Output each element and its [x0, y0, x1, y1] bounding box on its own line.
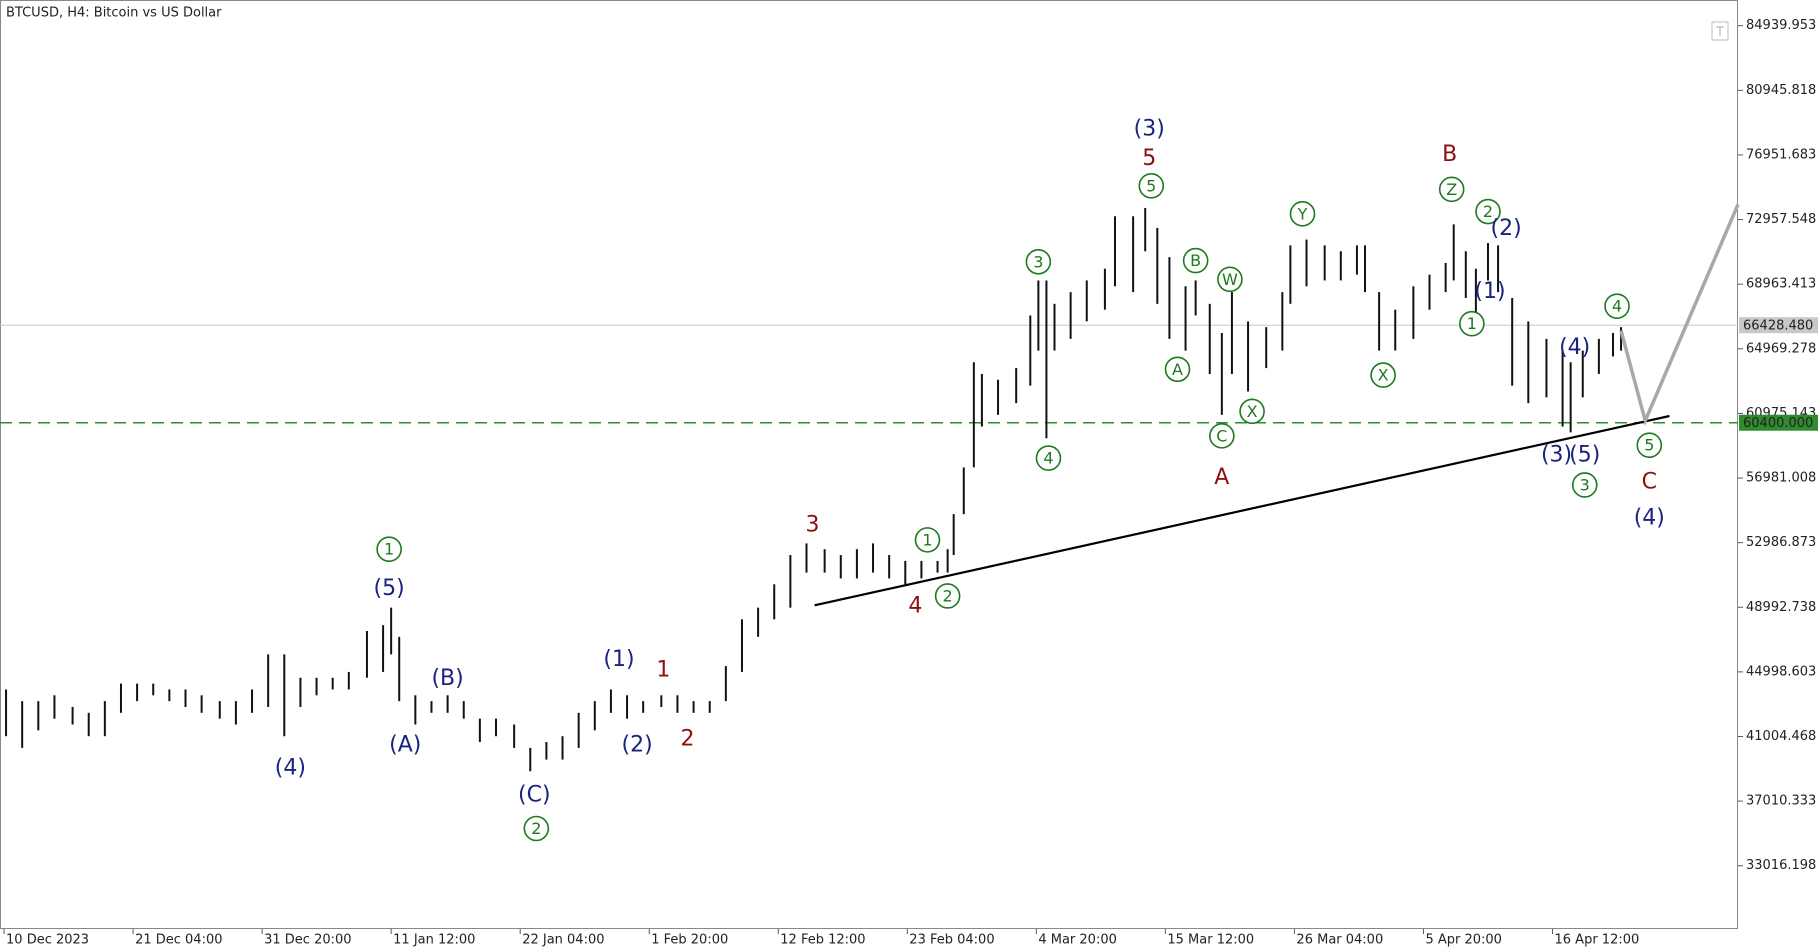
wave-label: 3 — [1580, 475, 1590, 494]
price-level-label: 60400.000 — [1743, 416, 1813, 431]
x-tick-label: 11 Jan 12:00 — [393, 933, 475, 948]
wave-label: X — [1378, 366, 1389, 385]
wave-label: 4 — [1612, 297, 1622, 316]
wave-circle — [1438, 176, 1465, 203]
wave-circle — [1217, 266, 1243, 293]
wave-label: 5 — [1142, 146, 1156, 171]
wave-circle — [1209, 423, 1235, 449]
x-tick-label: 4 Mar 20:00 — [1038, 933, 1117, 948]
wave-label: C — [1216, 426, 1227, 445]
wave-label: 4 — [1043, 449, 1053, 468]
y-tick-label: 48992.738 — [1746, 600, 1816, 615]
x-tick-label: 12 Feb 12:00 — [780, 933, 865, 948]
wave-label: 5 — [1146, 176, 1156, 195]
wave-circle — [1571, 472, 1598, 498]
wave-label: (1) — [603, 647, 634, 672]
wave-label: B — [1190, 251, 1201, 270]
y-tick-label: 33016.198 — [1746, 858, 1816, 873]
wave-circle — [1182, 247, 1209, 274]
wave-label: (3) — [1134, 117, 1165, 142]
wave-circle — [1035, 445, 1062, 471]
price-level-box — [1739, 317, 1818, 334]
wave-label: (A) — [389, 732, 421, 757]
chart-title: BTCUSD, H4: Bitcoin vs US Dollar — [6, 6, 222, 21]
wave-label: (B) — [431, 666, 463, 691]
y-tick-label: 56981.008 — [1746, 471, 1816, 486]
y-tick-label: 80945.818 — [1746, 83, 1816, 98]
wave-label: Y — [1297, 204, 1308, 223]
y-tick-label: 41004.468 — [1746, 729, 1816, 744]
wave-label: 1 — [384, 540, 394, 559]
wave-circle — [1239, 398, 1265, 425]
x-tick-label: 15 Mar 12:00 — [1167, 933, 1254, 948]
wave-label: 4 — [908, 593, 922, 618]
y-tick-label: 64969.278 — [1746, 341, 1816, 356]
y-tick-label: 52986.873 — [1746, 535, 1816, 550]
wave-label: 5 — [1644, 436, 1654, 455]
price-level-box — [1739, 414, 1818, 431]
wave-label: (4) — [275, 756, 306, 781]
wave-label: A — [1172, 360, 1183, 379]
wave-circle — [1604, 293, 1630, 319]
wave-circle — [1475, 198, 1501, 225]
wave-label: W — [1222, 270, 1238, 289]
wave-label: (1) — [1474, 279, 1505, 304]
wave-label: 2 — [531, 819, 541, 838]
wave-label: (2) — [1491, 216, 1522, 241]
x-tick-label: 21 Dec 04:00 — [135, 933, 222, 948]
wave-circle — [1025, 248, 1052, 275]
x-tick-label: 10 Dec 2023 — [6, 933, 89, 948]
wave-circle — [1459, 310, 1485, 337]
y-tick-label: 37010.333 — [1746, 794, 1816, 809]
x-tick-label: 16 Apr 12:00 — [1555, 933, 1640, 948]
y-tick-label: 76951.683 — [1746, 147, 1816, 162]
wave-circle — [1164, 356, 1191, 383]
projection-path — [1619, 203, 1740, 426]
wave-label: (C) — [518, 783, 551, 808]
wave-label: 2 — [1483, 202, 1493, 221]
wave-label: 2 — [943, 586, 953, 605]
wave-label: (4) — [1634, 506, 1665, 531]
wave-circle — [1138, 173, 1165, 199]
wave-label: (2) — [622, 732, 653, 757]
x-tick-label: 23 Feb 04:00 — [909, 933, 994, 948]
toolbar-icon-glyph — [1716, 26, 1724, 36]
y-tick-label: 68963.413 — [1746, 277, 1816, 292]
x-tick-label: 1 Feb 20:00 — [651, 933, 728, 948]
wave-label: (5) — [374, 576, 405, 601]
price-level-label: 66428.480 — [1743, 319, 1813, 334]
wave-label: B — [1442, 142, 1457, 167]
y-tick-label: 84939.953 — [1746, 18, 1816, 33]
wave-label: (3) — [1541, 443, 1572, 468]
wave-label: Z — [1446, 180, 1457, 199]
wave-label: A — [1214, 465, 1229, 490]
x-tick-label: 5 Apr 20:00 — [1425, 933, 1502, 948]
wave-label: 2 — [681, 727, 695, 752]
wave-circle — [934, 583, 961, 609]
wave-label: 1 — [922, 530, 932, 549]
plot-frame — [0, 0, 1738, 929]
wave-label: X — [1247, 402, 1258, 421]
wave-label: 3 — [1033, 252, 1043, 271]
wave-circle — [1636, 432, 1663, 459]
wave-circle — [1289, 201, 1316, 227]
wave-circle — [914, 527, 941, 553]
y-tick-label: 72957.548 — [1746, 212, 1816, 227]
wave-circle — [376, 536, 402, 563]
x-tick-label: 31 Dec 20:00 — [264, 933, 351, 948]
wave-circle — [1370, 362, 1396, 388]
wave-circle — [523, 815, 550, 842]
y-tick-label: 44998.603 — [1746, 664, 1816, 679]
wave-label: 1 — [656, 658, 670, 683]
x-tick-label: 22 Jan 04:00 — [522, 933, 604, 948]
x-tick-label: 26 Mar 04:00 — [1296, 933, 1383, 948]
trend-line — [814, 414, 1670, 607]
wave-label: 3 — [806, 513, 820, 538]
wave-label: (4) — [1559, 335, 1590, 360]
wave-label: 1 — [1467, 314, 1477, 333]
wave-label: C — [1642, 469, 1657, 494]
wave-label: (5) — [1569, 443, 1600, 468]
